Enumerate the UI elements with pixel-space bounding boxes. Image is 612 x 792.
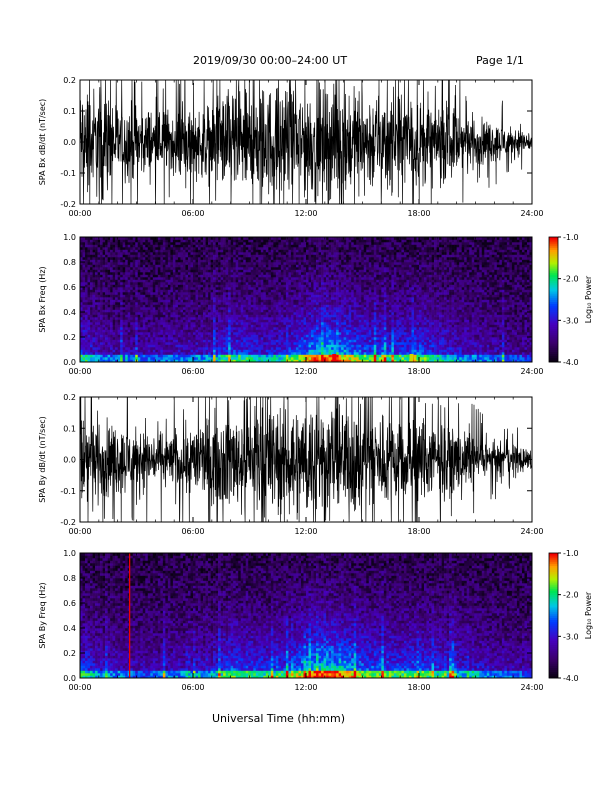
panel-3-y-tick-label: 0.2	[63, 393, 76, 402]
panel-3-x-tick-label: 06:00	[181, 527, 204, 536]
panel-2-x-tick-label: 24:00	[520, 367, 543, 376]
panel-2-x-tick-label: 00:00	[68, 367, 91, 376]
panel-4-x-tick-label: 00:00	[68, 683, 91, 692]
panel-2-y-tick-label: 0.0	[63, 358, 76, 367]
panel-2-x-tick-label: 12:00	[294, 367, 317, 376]
panel-4-colorbar-tick-label: -2.0	[563, 591, 579, 600]
panel-4-spectrogram	[80, 553, 533, 679]
panel-1-x-tick-label: 06:00	[181, 209, 204, 218]
panel-3-x-tick-label: 12:00	[294, 527, 317, 536]
panel-1-x-tick-label: 18:00	[407, 209, 430, 218]
panel-4-y-tick-label: 0.4	[63, 624, 76, 633]
panel-2-y-tick-label: 1.0	[63, 233, 76, 242]
panel-1-x-tick-label: 24:00	[520, 209, 543, 218]
page-title: 2019/09/30 00:00–24:00 UT	[193, 54, 348, 67]
panel-1-y-tick-label: -0.1	[60, 169, 76, 178]
panel-2-colorbar-label: Log₁₀ Power	[584, 275, 593, 323]
panel-4-y-tick-label: 0.0	[63, 674, 76, 683]
panel-3-waveform	[79, 396, 533, 523]
panel-4-colorbar-tick-label: -1.0	[563, 549, 579, 558]
panel-3-x-tick-label: 24:00	[520, 527, 543, 536]
panel-2-colorbar	[549, 237, 558, 363]
panel-2-y-tick-label: 0.6	[63, 283, 76, 292]
panel-3-y-tick-label: -0.1	[60, 487, 76, 496]
panel-4-hot-spot	[128, 553, 131, 678]
panel-1-y-tick-label: 0.2	[63, 76, 76, 85]
panel-1-y-tick-label: 0.0	[63, 138, 76, 147]
panel-3-y-tick-label: 0.1	[63, 424, 76, 433]
panel-4-colorbar-frame	[548, 552, 559, 679]
panel-2-y-tick-label: 0.4	[63, 308, 76, 317]
panel-2-y-tick-label: 0.8	[63, 258, 76, 267]
panel-3-y-axis-label: SPA By dB/dt (nT/sec)	[38, 416, 47, 503]
panel-1-y-axis-label: SPA Bx dB/dt (nT/sec)	[38, 99, 47, 186]
panel-3-waveform-line	[79, 396, 533, 523]
panel-1-x-tick-label: 12:00	[294, 209, 317, 218]
panel-2-hot-spot	[332, 354, 337, 362]
x-axis-title: Universal Time (hh:mm)	[212, 712, 345, 725]
panel-4-x-tick-label: 12:00	[294, 683, 317, 692]
panel-2-y-axis-label: SPA Bx Freq (Hz)	[38, 266, 47, 332]
panel-1-y-tick-label: 0.1	[63, 107, 76, 116]
panel-3-y-tick-label: -0.2	[60, 518, 76, 527]
panel-1-x-tick-label: 00:00	[68, 209, 91, 218]
panel-4-y-tick-label: 1.0	[63, 549, 76, 558]
panel-4-y-tick-label: 0.8	[63, 574, 76, 583]
panel-2-colorbar-frame	[548, 236, 559, 363]
panel-4-colorbar-tick-label: -3.0	[563, 632, 579, 641]
panel-2-y-tick-label: 0.2	[63, 333, 76, 342]
panel-4-x-tick-label: 18:00	[407, 683, 430, 692]
page-number: Page 1/1	[476, 54, 524, 67]
panel-4-colorbar-tick-label: -4.0	[563, 674, 579, 683]
panel-4-colorbar-label: Log₁₀ Power	[584, 591, 593, 639]
panel-1-y-tick-label: -0.2	[60, 200, 76, 209]
panel-1-waveform	[79, 79, 533, 205]
panel-3-x-tick-label: 00:00	[68, 527, 91, 536]
panel-2-colorbar-tick-label: -4.0	[563, 358, 579, 367]
panel-3-x-tick-label: 18:00	[407, 527, 430, 536]
panel-2-colorbar-tick-label: -2.0	[563, 275, 579, 284]
panel-4-y-axis-label: SPA By Freq (Hz)	[38, 582, 47, 648]
panel-4-y-tick-label: 0.6	[63, 599, 76, 608]
panel-2-x-tick-label: 18:00	[407, 367, 430, 376]
panel-2-colorbar-tick-label: -3.0	[563, 316, 579, 325]
panel-2-colorbar-tick-label: -1.0	[563, 233, 579, 242]
panel-3-y-tick-label: 0.0	[63, 456, 76, 465]
panel-2-hot-spot	[409, 354, 414, 362]
panel-4-x-tick-label: 24:00	[520, 683, 543, 692]
panel-4-colorbar	[549, 553, 558, 679]
panel-1-waveform-line	[79, 79, 533, 205]
panel-2-x-tick-label: 06:00	[181, 367, 204, 376]
panel-4-y-tick-label: 0.2	[63, 649, 76, 658]
panel-4-x-tick-label: 06:00	[181, 683, 204, 692]
panel-2-spectrogram	[80, 237, 533, 363]
